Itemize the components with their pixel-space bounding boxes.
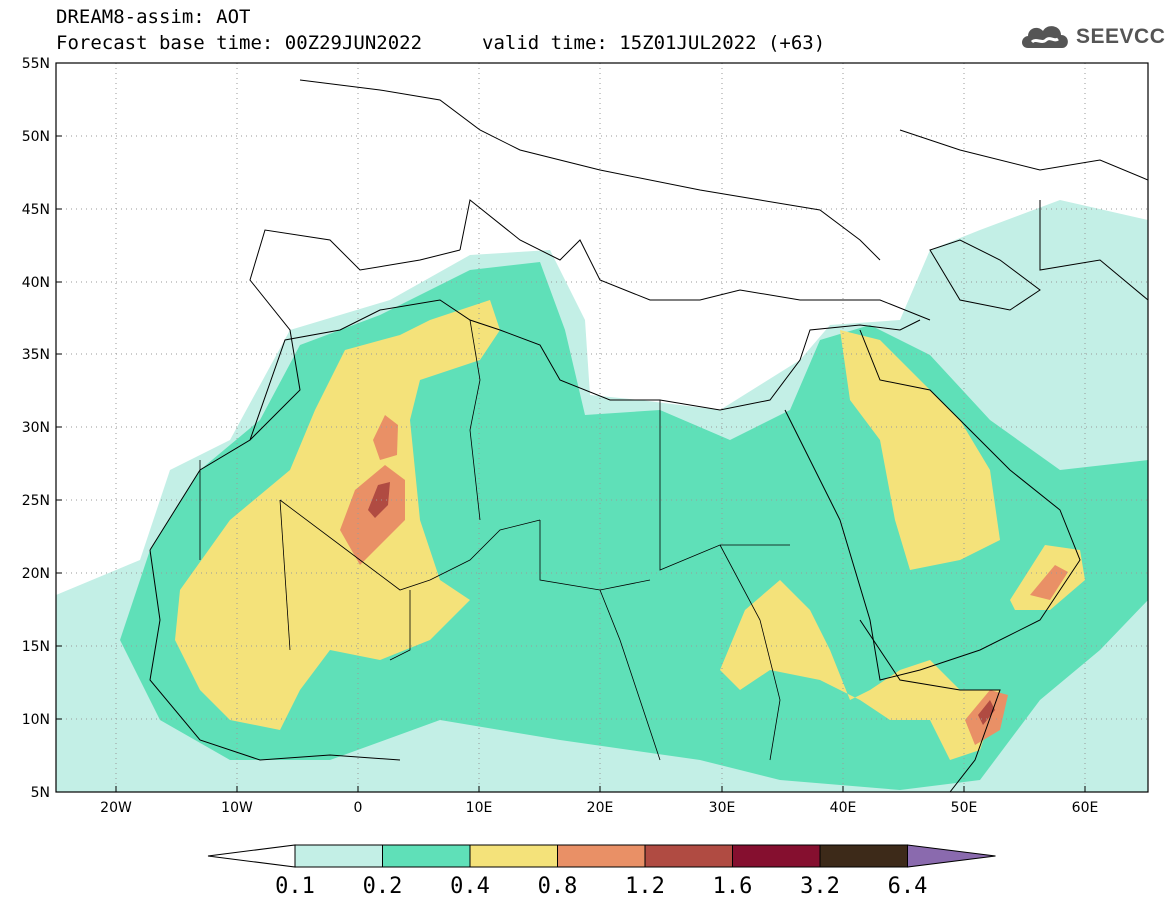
lat-label: 35N xyxy=(22,347,50,363)
lat-label: 15N xyxy=(22,639,50,655)
lon-label: 10W xyxy=(221,800,253,816)
colorbar-segment xyxy=(557,844,646,868)
colorbar-arrow-high xyxy=(907,844,996,868)
model-title: DREAM8-assim: AOT xyxy=(56,6,251,28)
colorbar-label: 3.2 xyxy=(800,874,840,899)
lat-label: 5N xyxy=(31,785,50,801)
lat-label: 30N xyxy=(22,420,50,436)
lon-label: 50E xyxy=(951,800,978,816)
lon-label: 20W xyxy=(100,800,132,816)
lon-label: 20E xyxy=(587,800,614,816)
aot-contour-high-arabia xyxy=(840,330,1000,570)
colorbar-label: 0.8 xyxy=(538,874,578,899)
lon-label: 40E xyxy=(830,800,857,816)
lat-label: 25N xyxy=(22,493,50,509)
logo-text: SEEVCCC xyxy=(1076,25,1165,48)
valid-time: valid time: 15Z01JUL2022 (+63) xyxy=(482,32,826,54)
lon-labels: 20W 10W 0 10E 20E 30E 40E 50E 60E xyxy=(100,800,1098,816)
lat-label: 45N xyxy=(22,202,50,218)
aot-field xyxy=(56,63,1148,792)
lon-label: 0 xyxy=(354,800,363,816)
cloud-icon xyxy=(1022,26,1068,48)
aot-contour-higher-oman xyxy=(1030,565,1068,600)
colorbar-segment xyxy=(294,844,383,868)
lon-label: 30E xyxy=(709,800,736,816)
aot-contour-high-east-africa xyxy=(720,580,1000,760)
aot-contour-higher-north xyxy=(373,415,398,460)
lat-label: 20N xyxy=(22,566,50,582)
colorbar-label: 0.1 xyxy=(275,874,315,899)
lat-label: 55N xyxy=(22,56,50,72)
colorbar-segment xyxy=(819,844,908,868)
aot-contour-high-west xyxy=(175,300,500,730)
colorbar-label: 0.2 xyxy=(363,874,403,899)
graticule xyxy=(56,63,1148,792)
colorbar-segment xyxy=(644,844,733,868)
coastlines xyxy=(149,79,1148,792)
lat-label: 10N xyxy=(22,712,50,728)
borders xyxy=(199,319,790,761)
aot-contour-peak-horn xyxy=(978,700,995,725)
tick-marks xyxy=(56,62,1086,793)
colorbar-label: 1.2 xyxy=(625,874,665,899)
lon-label: 60E xyxy=(1072,800,1099,816)
colorbar-segment xyxy=(382,844,471,868)
colorbar-label: 1.6 xyxy=(713,874,753,899)
lat-labels: 5N 10N 15N 20N 25N 30N 35N 40N 45N 50N 5… xyxy=(22,56,50,801)
lat-label: 50N xyxy=(22,129,50,145)
lat-label: 40N xyxy=(22,275,50,291)
colorbar-label: 6.4 xyxy=(888,874,928,899)
forecast-base-time: Forecast base time: 00Z29JUN2022 xyxy=(56,32,423,54)
colorbar-segment xyxy=(732,844,821,868)
colorbar-segment xyxy=(469,844,558,868)
colorbar-label: 0.4 xyxy=(450,874,490,899)
logo: SEEVCCC xyxy=(1018,20,1165,54)
lon-label: 10E xyxy=(466,800,493,816)
colorbar: 0.1 0.2 0.4 0.8 1.2 1.6 3.2 6.4 xyxy=(207,844,996,899)
colorbar-arrow-low xyxy=(207,844,296,868)
aot-contour-peak-sahara xyxy=(368,482,390,518)
